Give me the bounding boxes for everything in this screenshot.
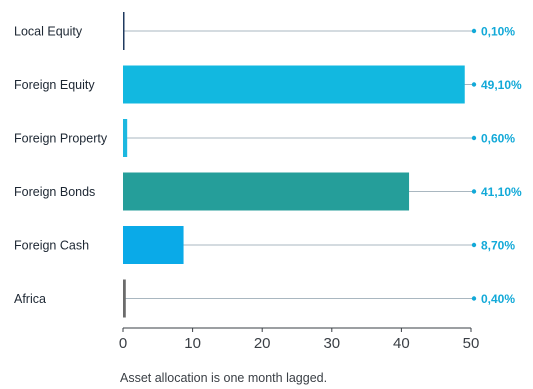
chart-rows: Local Equity 0,10%Foreign Equity 49,10%For…	[14, 12, 522, 318]
leader-dot	[471, 28, 477, 34]
leader-dot	[471, 189, 477, 194]
bar	[123, 12, 125, 50]
data-label: 49,10%	[481, 78, 522, 92]
data-label: 41,10%	[481, 185, 522, 199]
leader-dot	[471, 135, 477, 141]
leader-dot	[471, 82, 477, 87]
tick-label: 10	[184, 335, 201, 352]
bar	[123, 279, 126, 318]
data-label: 0,40%	[481, 292, 515, 306]
category-label: Foreign Cash	[14, 239, 89, 253]
chart-footnote: Asset allocation is one month lagged.	[120, 371, 327, 385]
bar	[123, 119, 128, 157]
tick-label: 50	[463, 335, 480, 352]
bar-row: Local Equity 0,10%	[14, 12, 515, 50]
data-label: 8,70%	[481, 239, 515, 253]
data-label: 0,10%	[481, 25, 515, 39]
tick-label: 30	[323, 335, 340, 352]
bar-row: Foreign Bonds 41,10%	[14, 172, 522, 211]
leader-dot	[471, 242, 477, 248]
tick-label: 20	[254, 335, 271, 352]
x-axis-ticks: 0 10 20 30 40 50	[119, 328, 480, 352]
bar-row: Foreign Cash 8,70%	[14, 226, 515, 264]
category-label: Foreign Bonds	[14, 185, 95, 199]
leader-dot	[471, 296, 477, 301]
category-label: Foreign Property	[14, 132, 108, 146]
bar-row: Africa 0,40%	[14, 279, 515, 318]
category-label: Africa	[14, 292, 46, 306]
category-label: Foreign Equity	[14, 78, 95, 92]
category-label: Local Equity	[14, 25, 83, 39]
bar-row: Foreign Equity 49,10%	[14, 65, 522, 104]
bar	[123, 65, 465, 104]
data-label: 0,60%	[481, 132, 515, 146]
tick-label: 40	[393, 335, 410, 352]
bar-row: Foreign Property 0,60%	[14, 119, 515, 157]
bar	[123, 172, 410, 211]
bar	[123, 226, 184, 264]
tick-label: 0	[119, 335, 127, 352]
